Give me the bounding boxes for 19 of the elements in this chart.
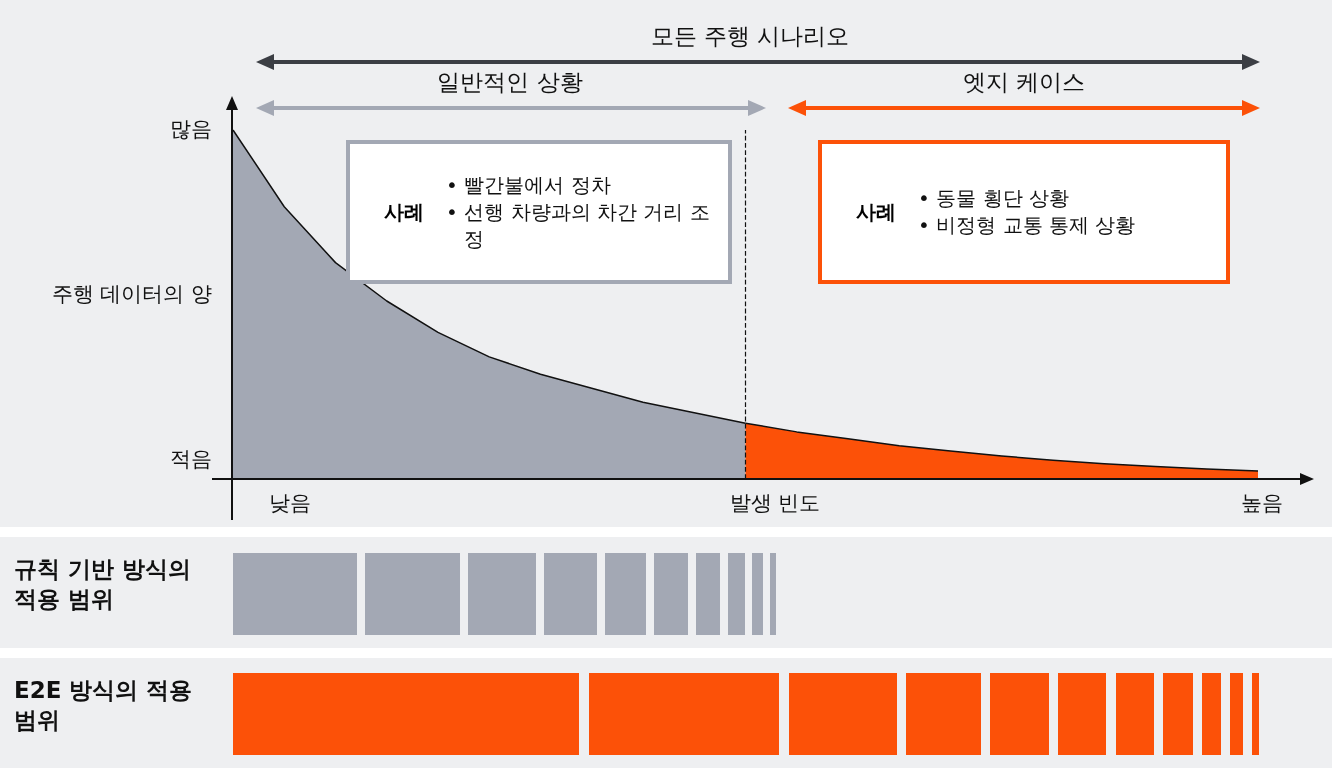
annotation: 적음	[169, 446, 212, 473]
annotation: • 동물 횡단 상황	[918, 185, 1070, 212]
text: 규칙 기반 방식의 적용 범위	[14, 555, 192, 614]
text: 일반적인 상황	[436, 68, 584, 97]
annotation: • 비정형 교통 통제 상황	[918, 212, 1137, 239]
callout-box: 사례 • 동물 횡단 상황 • 비정형 교통 통제 상황	[818, 140, 1230, 284]
annotation: • 빨간불에서 정차	[446, 171, 612, 199]
annotation: 사례	[384, 198, 424, 226]
callout-box: 사례 • 빨간불에서 정차 • 선행 차량과의 차간 거리 조정	[346, 140, 732, 284]
annotation: 사례	[856, 198, 896, 226]
text: 높음	[1240, 490, 1284, 517]
y-axis-title: 주행 데이터의 양	[50, 281, 212, 308]
text: E2E 방식의 적용 범위	[14, 676, 194, 735]
annotation: • 선행 차량과의 차간 거리 조정	[446, 198, 711, 253]
text: 엣지 케이스	[961, 68, 1087, 97]
text: 모든 주행 시나리오	[649, 22, 851, 51]
annotation: 많음	[169, 116, 212, 143]
x-axis-title: 발생 빈도	[728, 490, 822, 517]
text: 낮음	[268, 490, 312, 517]
